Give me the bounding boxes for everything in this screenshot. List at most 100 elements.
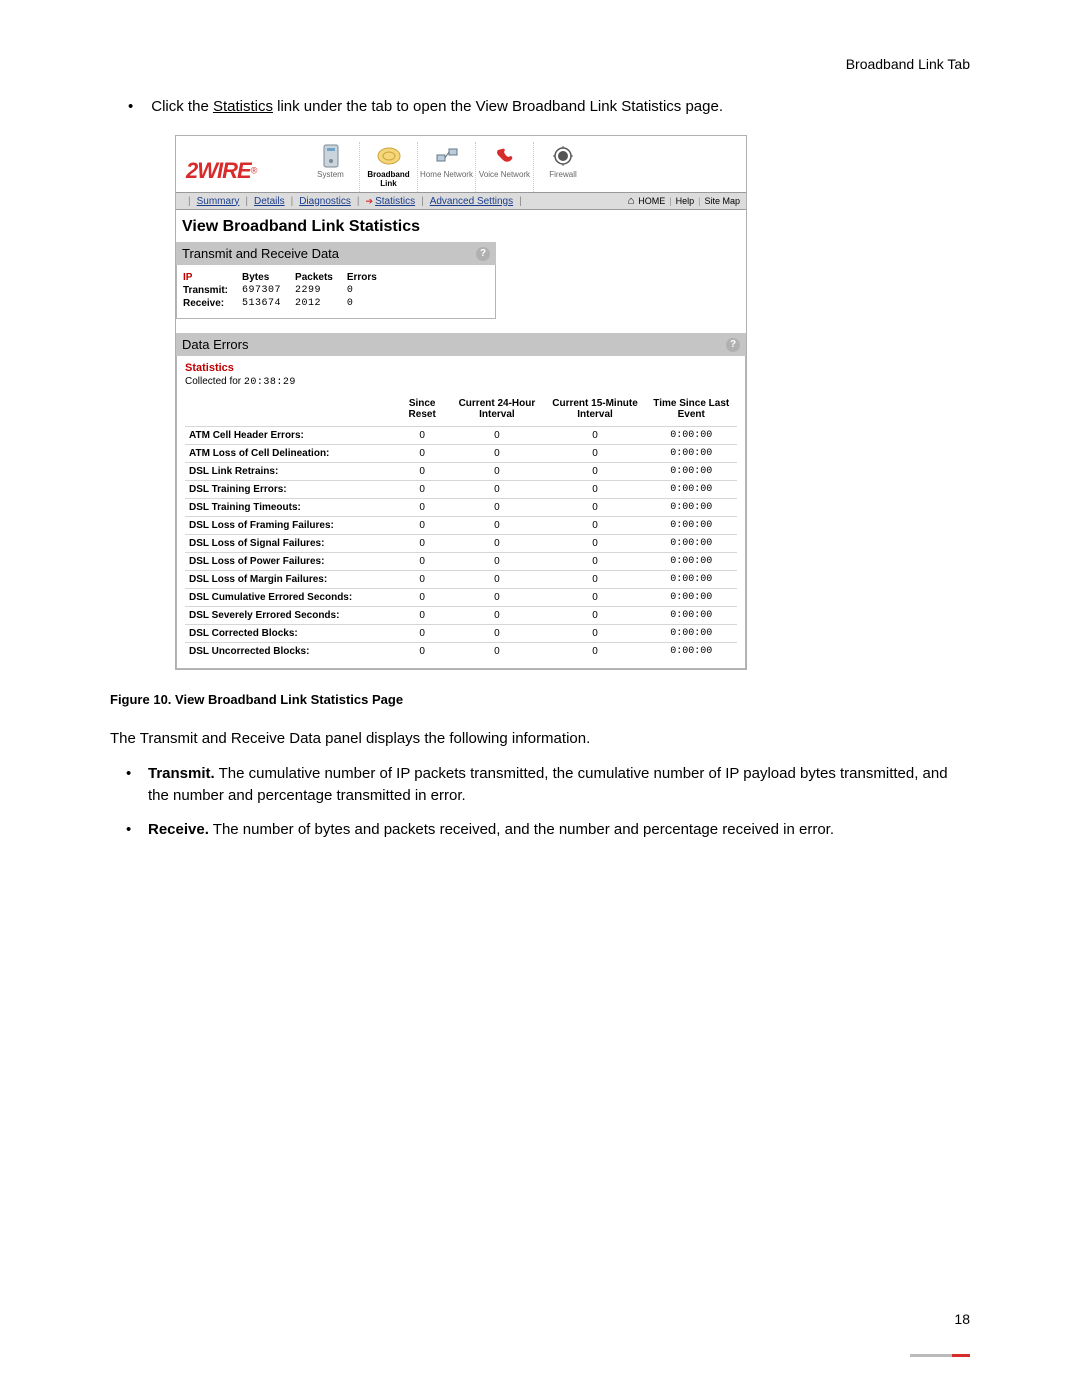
de-time-since: 0:00:00	[646, 445, 737, 463]
bullet-bold: Transmit.	[148, 765, 215, 782]
de-row-label: DSL Loss of Margin Failures:	[185, 571, 395, 589]
nav-voice-network[interactable]: Voice Network	[476, 142, 534, 192]
tr-row: Transmit:69730722990	[183, 284, 391, 297]
body-paragraph: The Transmit and Receive Data panel disp…	[110, 729, 970, 749]
tr-packets: 2012	[295, 297, 347, 310]
transmit-receive-panel: Transmit and Receive Data ? IP Bytes Pac…	[176, 242, 746, 319]
intro-sentence: •Click the Statistics link under the tab…	[110, 98, 970, 115]
de-15m: 0	[545, 517, 646, 535]
de-time-since: 0:00:00	[646, 481, 737, 499]
de-24h: 0	[449, 535, 544, 553]
de-15m: 0	[545, 643, 646, 661]
de-since-reset: 0	[395, 643, 449, 661]
help-icon[interactable]: ?	[726, 338, 740, 352]
de-row: ATM Loss of Cell Delineation:0000:00:00	[185, 445, 737, 463]
de-row: DSL Corrected Blocks:0000:00:00	[185, 625, 737, 643]
de-row: DSL Uncorrected Blocks:0000:00:00	[185, 643, 737, 661]
page-header: Broadband Link Tab	[846, 56, 970, 72]
de-since-reset: 0	[395, 553, 449, 571]
de-row: DSL Loss of Signal Failures:0000:00:00	[185, 535, 737, 553]
tr-panel-title: Transmit and Receive Data	[182, 246, 339, 261]
subnav-diagnostics[interactable]: Diagnostics	[299, 196, 351, 207]
de-row-label: DSL Loss of Framing Failures:	[185, 517, 395, 535]
de-24h: 0	[449, 571, 544, 589]
nav-voice-label: Voice Network	[476, 170, 533, 179]
de-row: DSL Training Errors:0000:00:00	[185, 481, 737, 499]
subnav-summary[interactable]: Summary	[197, 196, 240, 207]
de-since-reset: 0	[395, 571, 449, 589]
de-24h: 0	[449, 481, 544, 499]
de-24h: 0	[449, 643, 544, 661]
nav-home-network[interactable]: Home Network	[418, 142, 476, 192]
bullet-list: Transmit. The cumulative number of IP pa…	[110, 763, 970, 840]
de-since-reset: 0	[395, 445, 449, 463]
subnav-help[interactable]: Help	[676, 196, 695, 206]
nav-system[interactable]: System	[302, 142, 360, 192]
top-nav: 2WIRE® System Broadband Link Home Networ…	[176, 136, 746, 192]
de-collected-prefix: Collected for	[185, 376, 244, 387]
screenshot-figure: 2WIRE® System Broadband Link Home Networ…	[175, 135, 747, 670]
de-table: Since Reset Current 24-Hour Interval Cur…	[185, 394, 737, 660]
de-time-since: 0:00:00	[646, 427, 737, 445]
de-15m: 0	[545, 625, 646, 643]
de-24h: 0	[449, 589, 544, 607]
de-15m: 0	[545, 607, 646, 625]
tr-packets: 2299	[295, 284, 347, 297]
de-row: DSL Loss of Power Failures:0000:00:00	[185, 553, 737, 571]
home-icon[interactable]: ⌂	[628, 195, 635, 207]
de-15m: 0	[545, 553, 646, 571]
subnav-sitemap[interactable]: Site Map	[704, 196, 740, 206]
de-collected: Collected for 20:38:29	[185, 376, 737, 388]
de-row-label: DSL Loss of Power Failures:	[185, 553, 395, 571]
bullet-text: The cumulative number of IP packets tran…	[148, 765, 948, 804]
de-24h: 0	[449, 517, 544, 535]
bullet-item: Transmit. The cumulative number of IP pa…	[110, 763, 970, 807]
brand-logo: 2WIRE®	[182, 154, 302, 192]
tr-bytes: 513674	[242, 297, 295, 310]
de-time-since: 0:00:00	[646, 535, 737, 553]
de-since-reset: 0	[395, 517, 449, 535]
nav-firewall[interactable]: Firewall	[534, 142, 592, 192]
de-row-label: DSL Cumulative Errored Seconds:	[185, 589, 395, 607]
nav-broadband-link[interactable]: Broadband Link	[360, 142, 418, 192]
de-24h: 0	[449, 553, 544, 571]
de-since-reset: 0	[395, 625, 449, 643]
de-since-reset: 0	[395, 463, 449, 481]
de-since-reset: 0	[395, 607, 449, 625]
de-since-reset: 0	[395, 481, 449, 499]
firewall-icon	[534, 142, 592, 170]
de-15m: 0	[545, 499, 646, 517]
de-row-label: DSL Training Timeouts:	[185, 499, 395, 517]
de-24h: 0	[449, 427, 544, 445]
de-time-since: 0:00:00	[646, 571, 737, 589]
de-col-24h: Current 24-Hour Interval	[449, 394, 544, 427]
de-time-since: 0:00:00	[646, 607, 737, 625]
de-row-label: DSL Link Retrains:	[185, 463, 395, 481]
subnav-advanced[interactable]: Advanced Settings	[430, 196, 513, 207]
nav-home-network-label: Home Network	[418, 170, 475, 179]
de-15m: 0	[545, 427, 646, 445]
de-since-reset: 0	[395, 499, 449, 517]
de-time-since: 0:00:00	[646, 463, 737, 481]
de-row-label: DSL Uncorrected Blocks:	[185, 643, 395, 661]
subnav-statistics[interactable]: Statistics	[375, 196, 415, 207]
tr-hdr-bytes: Bytes	[242, 271, 295, 284]
sub-nav: | Summary | Details | Diagnostics | ➔Sta…	[176, 192, 746, 210]
de-since-reset: 0	[395, 427, 449, 445]
de-24h: 0	[449, 499, 544, 517]
brand-text: 2WIRE	[186, 158, 251, 183]
subnav-details[interactable]: Details	[254, 196, 285, 207]
de-stats-label: Statistics	[185, 362, 737, 374]
de-row: DSL Cumulative Errored Seconds:0000:00:0…	[185, 589, 737, 607]
de-time-since: 0:00:00	[646, 589, 737, 607]
subnav-home[interactable]: HOME	[638, 196, 665, 206]
tr-bytes: 697307	[242, 284, 295, 297]
subnav-active-arrow: ➔	[366, 196, 374, 207]
tr-errors: 0	[347, 297, 391, 310]
tr-panel-header: Transmit and Receive Data ?	[176, 242, 496, 265]
de-col-time-since: Time Since Last Event	[646, 394, 737, 427]
help-icon[interactable]: ?	[476, 247, 490, 261]
de-row-label: DSL Corrected Blocks:	[185, 625, 395, 643]
tr-table: IP Bytes Packets Errors Transmit:6973072…	[177, 265, 495, 318]
de-15m: 0	[545, 535, 646, 553]
